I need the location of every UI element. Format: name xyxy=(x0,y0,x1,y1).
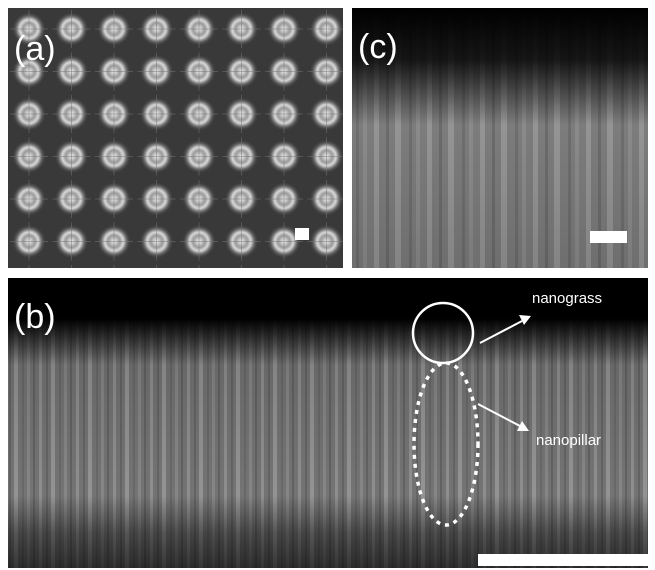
panel-label: (c) xyxy=(358,28,398,66)
annotation: nanopillar xyxy=(536,432,601,449)
panel-c: (c) xyxy=(352,8,648,268)
panel-a: (a) xyxy=(8,8,343,268)
annotation: nanograss xyxy=(532,290,602,307)
panel-label: (b) xyxy=(14,298,56,336)
panel-label: (a) xyxy=(14,30,56,68)
panel-b: (b) nanograss nanopillar xyxy=(8,278,648,568)
shade xyxy=(8,278,648,568)
scale-bar xyxy=(590,231,627,243)
page: (a) (c) (b) nanograss nanopillar (() => … xyxy=(0,0,655,570)
figure: (a) (c) (b) nanograss nanopillar xyxy=(0,0,655,570)
sem-image xyxy=(8,8,343,268)
scale-bar xyxy=(478,554,648,566)
scale-bar xyxy=(295,228,309,240)
